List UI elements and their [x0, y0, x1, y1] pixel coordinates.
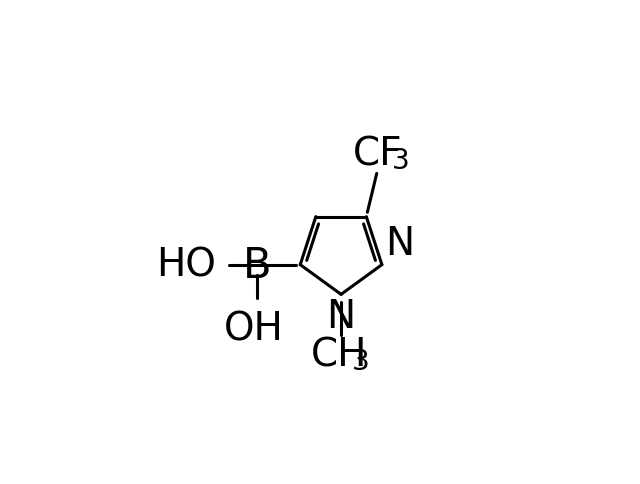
Text: OH: OH: [225, 310, 284, 348]
Text: HO: HO: [156, 246, 216, 284]
Text: N: N: [385, 224, 414, 262]
Text: CH: CH: [311, 335, 367, 373]
Text: CF: CF: [353, 135, 403, 173]
Text: B: B: [243, 244, 271, 286]
Text: N: N: [326, 298, 356, 335]
Text: 3: 3: [352, 347, 370, 375]
Text: 3: 3: [392, 147, 410, 175]
